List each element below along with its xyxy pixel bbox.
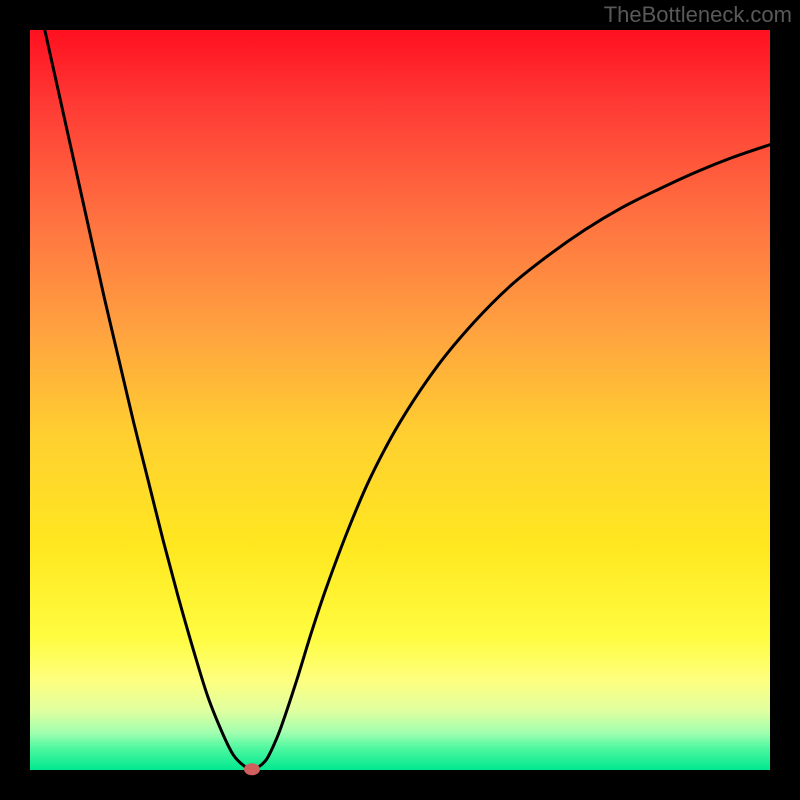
chart-plot-area — [30, 30, 770, 770]
bottleneck-chart: TheBottleneck.com — [0, 0, 800, 800]
minimum-marker — [244, 763, 260, 775]
chart-svg — [0, 0, 800, 800]
watermark-text: TheBottleneck.com — [604, 2, 792, 28]
